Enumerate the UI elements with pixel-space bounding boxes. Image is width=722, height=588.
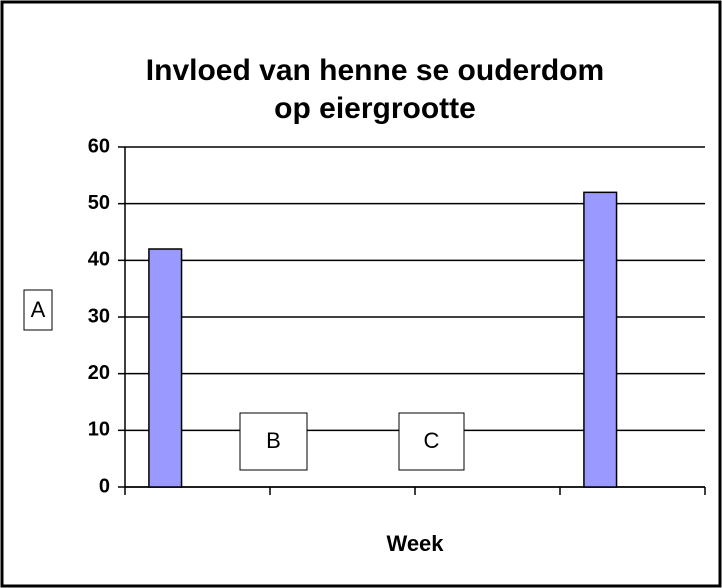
annotation-box: [398, 412, 465, 471]
chart-title: op eiergrootte: [274, 92, 476, 125]
y-tick-label: 10: [88, 419, 110, 441]
y-axis-label: A: [31, 297, 46, 322]
y-tick-label: 40: [88, 249, 110, 271]
y-tick-label: 20: [88, 362, 110, 384]
y-label-box: [23, 289, 53, 331]
annotation: C: [424, 428, 440, 453]
y-tick-label: 30: [88, 305, 110, 327]
chart-title: Invloed van henne se ouderdom: [146, 54, 604, 87]
x-axis-label: Week: [386, 531, 444, 556]
annotation: B: [266, 428, 281, 453]
bar: [148, 248, 183, 488]
annotation-box: [239, 412, 308, 471]
y-tick-label: 60: [88, 135, 110, 157]
y-tick-label: 50: [88, 192, 110, 214]
bar: [583, 191, 618, 488]
y-tick-label: 0: [99, 475, 110, 497]
